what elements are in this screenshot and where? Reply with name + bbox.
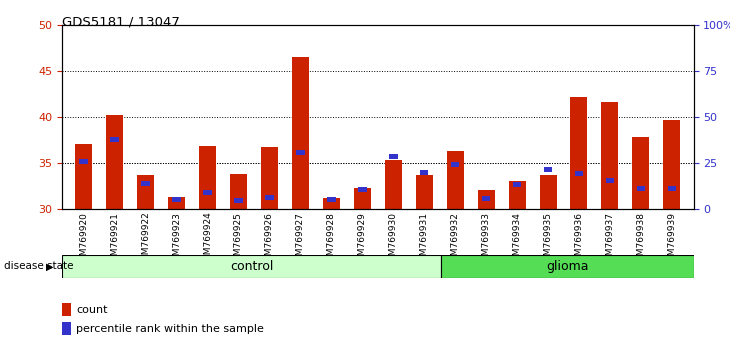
Bar bbox=[451, 162, 459, 167]
Bar bbox=[142, 181, 150, 185]
Bar bbox=[172, 197, 181, 202]
Bar bbox=[265, 195, 274, 200]
Bar bbox=[512, 182, 521, 188]
Text: percentile rank within the sample: percentile rank within the sample bbox=[76, 324, 264, 333]
Bar bbox=[75, 144, 92, 209]
Bar bbox=[106, 115, 123, 209]
Bar bbox=[602, 102, 618, 209]
Bar bbox=[385, 160, 402, 209]
Bar bbox=[323, 198, 340, 209]
Bar bbox=[354, 188, 371, 209]
Bar bbox=[632, 137, 650, 209]
Bar bbox=[420, 170, 429, 176]
Text: glioma: glioma bbox=[546, 260, 588, 273]
Text: ▶: ▶ bbox=[46, 261, 53, 272]
Bar bbox=[292, 57, 309, 209]
Bar bbox=[234, 198, 243, 203]
Bar bbox=[199, 146, 216, 209]
Bar bbox=[667, 186, 676, 191]
Text: disease state: disease state bbox=[4, 261, 73, 272]
Bar bbox=[327, 197, 336, 202]
Bar bbox=[441, 255, 694, 278]
Bar bbox=[230, 174, 247, 209]
Bar bbox=[62, 322, 72, 335]
Bar bbox=[606, 178, 614, 183]
Bar bbox=[544, 167, 553, 172]
Bar bbox=[168, 197, 185, 209]
Bar bbox=[80, 159, 88, 165]
Bar bbox=[664, 120, 680, 209]
Bar bbox=[637, 186, 645, 191]
Bar bbox=[539, 175, 556, 209]
Bar bbox=[203, 190, 212, 195]
Bar bbox=[570, 97, 588, 209]
Bar bbox=[137, 175, 154, 209]
Bar bbox=[477, 189, 495, 209]
Bar bbox=[447, 151, 464, 209]
Text: GDS5181 / 13047: GDS5181 / 13047 bbox=[62, 16, 180, 29]
Bar bbox=[296, 150, 304, 155]
Bar bbox=[389, 154, 398, 159]
Text: count: count bbox=[76, 305, 107, 315]
Bar bbox=[358, 187, 366, 192]
Bar bbox=[110, 137, 119, 142]
Bar bbox=[509, 181, 526, 209]
Bar bbox=[575, 171, 583, 176]
Bar bbox=[415, 175, 433, 209]
Bar bbox=[62, 303, 72, 316]
Text: control: control bbox=[230, 260, 273, 273]
Bar bbox=[261, 147, 278, 209]
Bar bbox=[482, 196, 491, 201]
Bar bbox=[62, 255, 441, 278]
